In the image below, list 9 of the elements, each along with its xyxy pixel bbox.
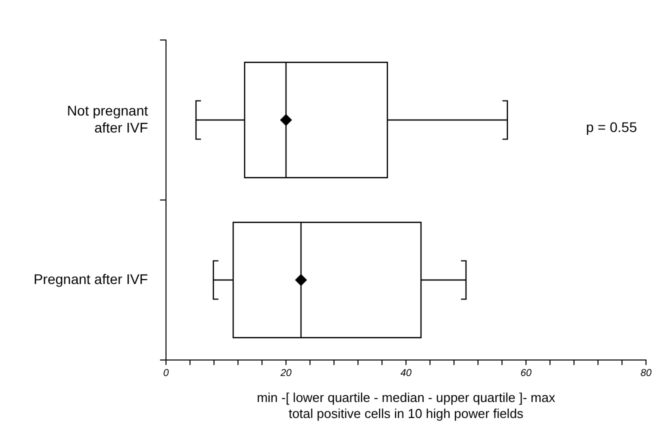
x-tick-label: 40 — [400, 368, 412, 379]
x-tick-label: 0 — [163, 368, 170, 379]
x-tick-label: 80 — [640, 368, 652, 379]
annotation: p = 0.55 — [586, 118, 638, 135]
x-tick-label: 60 — [520, 368, 532, 379]
x-tick-label: 20 — [279, 368, 292, 379]
y-tick-label: Pregnant after IVF — [34, 270, 148, 287]
y-tick-label: Not pregnant after IVF — [67, 102, 148, 136]
x-axis-title: min -[ lower quartile - median - upper quartile ]- max total positive cells in 10 high power fields — [256, 390, 556, 421]
